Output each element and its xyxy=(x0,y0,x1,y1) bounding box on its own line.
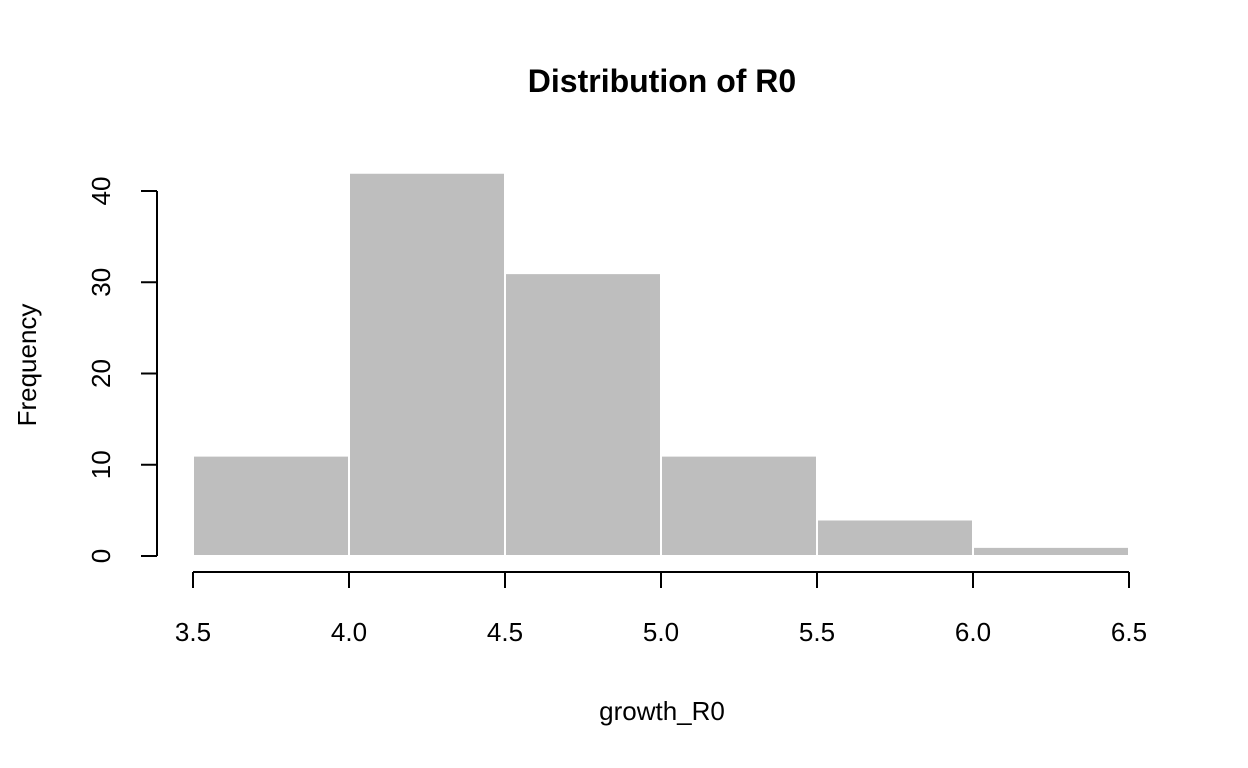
histogram-bar-5 xyxy=(972,545,1130,557)
x-tick-label-4: 5.5 xyxy=(799,617,835,647)
histogram-bar-4 xyxy=(816,518,974,557)
x-tick-label-0: 3.5 xyxy=(175,617,211,647)
y-tick-label-1: 10 xyxy=(86,450,116,479)
x-tick-label-2: 4.5 xyxy=(487,617,523,647)
bars-group xyxy=(192,171,1130,557)
x-tick-label-5: 6.0 xyxy=(955,617,991,647)
x-tick-label-3: 5.0 xyxy=(643,617,679,647)
y-tick-label-3: 30 xyxy=(86,268,116,297)
histogram-bar-3 xyxy=(660,454,818,557)
histogram-bar-2 xyxy=(504,272,662,557)
y-axis-label: Frequency xyxy=(12,304,42,427)
x-axis-label: growth_R0 xyxy=(599,696,725,726)
chart-title: Distribution of R0 xyxy=(528,63,796,99)
y-axis: 0 10 20 30 40 xyxy=(86,177,158,563)
histogram-bar-0 xyxy=(192,454,350,557)
y-tick-label-2: 20 xyxy=(86,359,116,388)
y-tick-label-4: 40 xyxy=(86,177,116,206)
x-axis: 3.5 4.0 4.5 5.0 5.5 6.0 6.5 xyxy=(175,571,1147,647)
x-tick-label-6: 6.5 xyxy=(1111,617,1147,647)
y-tick-label-0: 0 xyxy=(86,549,116,563)
x-tick-label-1: 4.0 xyxy=(331,617,367,647)
histogram-bar-1 xyxy=(348,171,506,557)
